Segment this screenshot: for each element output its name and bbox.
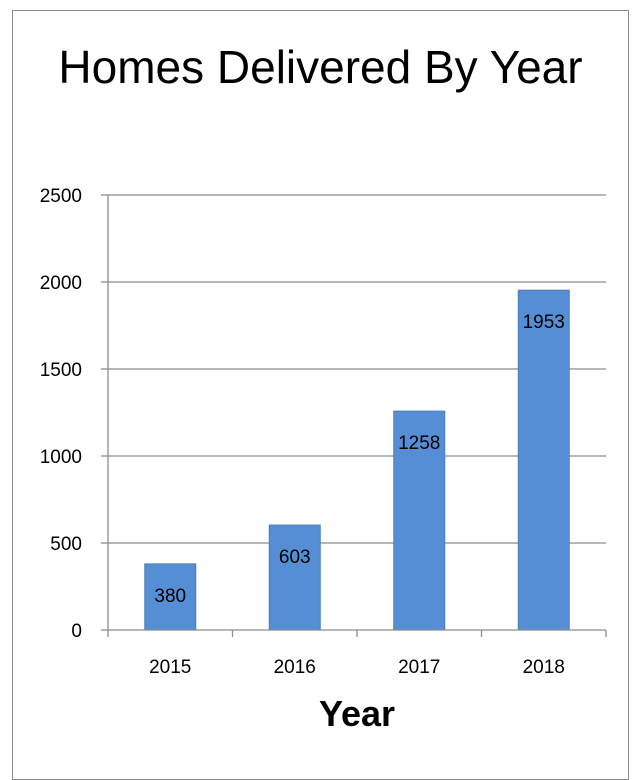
x-tick-label: 2016	[274, 657, 316, 678]
chart-title-text: Homes Delivered By Year	[58, 41, 583, 93]
y-tick-label: 2000	[40, 273, 82, 294]
bars	[144, 289, 570, 631]
data-label: 380	[154, 586, 186, 607]
data-label: 1258	[398, 433, 440, 454]
x-tick-label: 2017	[398, 657, 440, 678]
bar	[517, 289, 570, 631]
data-labels: 380 603 1258 1953	[154, 312, 564, 607]
y-tick-label: 2500	[40, 186, 82, 207]
x-tick-labels: 2015 2016 2017 2018	[149, 657, 565, 678]
chart-title: Homes Delivered By Year	[12, 38, 629, 96]
y-tick-label: 0	[71, 621, 82, 642]
axes	[101, 194, 607, 637]
data-label: 1953	[523, 312, 565, 333]
bar	[393, 410, 446, 631]
bar	[268, 524, 321, 631]
y-tick-labels: 0 500 1000 1500 2000 2500	[40, 186, 82, 642]
x-axis-title: Year	[318, 693, 396, 734]
x-tick-label: 2015	[149, 657, 191, 678]
y-tick-label: 1500	[40, 360, 82, 381]
x-tick-label: 2018	[523, 657, 565, 678]
y-tick-label: 500	[50, 534, 82, 555]
y-tick-label: 1000	[40, 447, 82, 468]
data-label: 603	[279, 547, 311, 568]
